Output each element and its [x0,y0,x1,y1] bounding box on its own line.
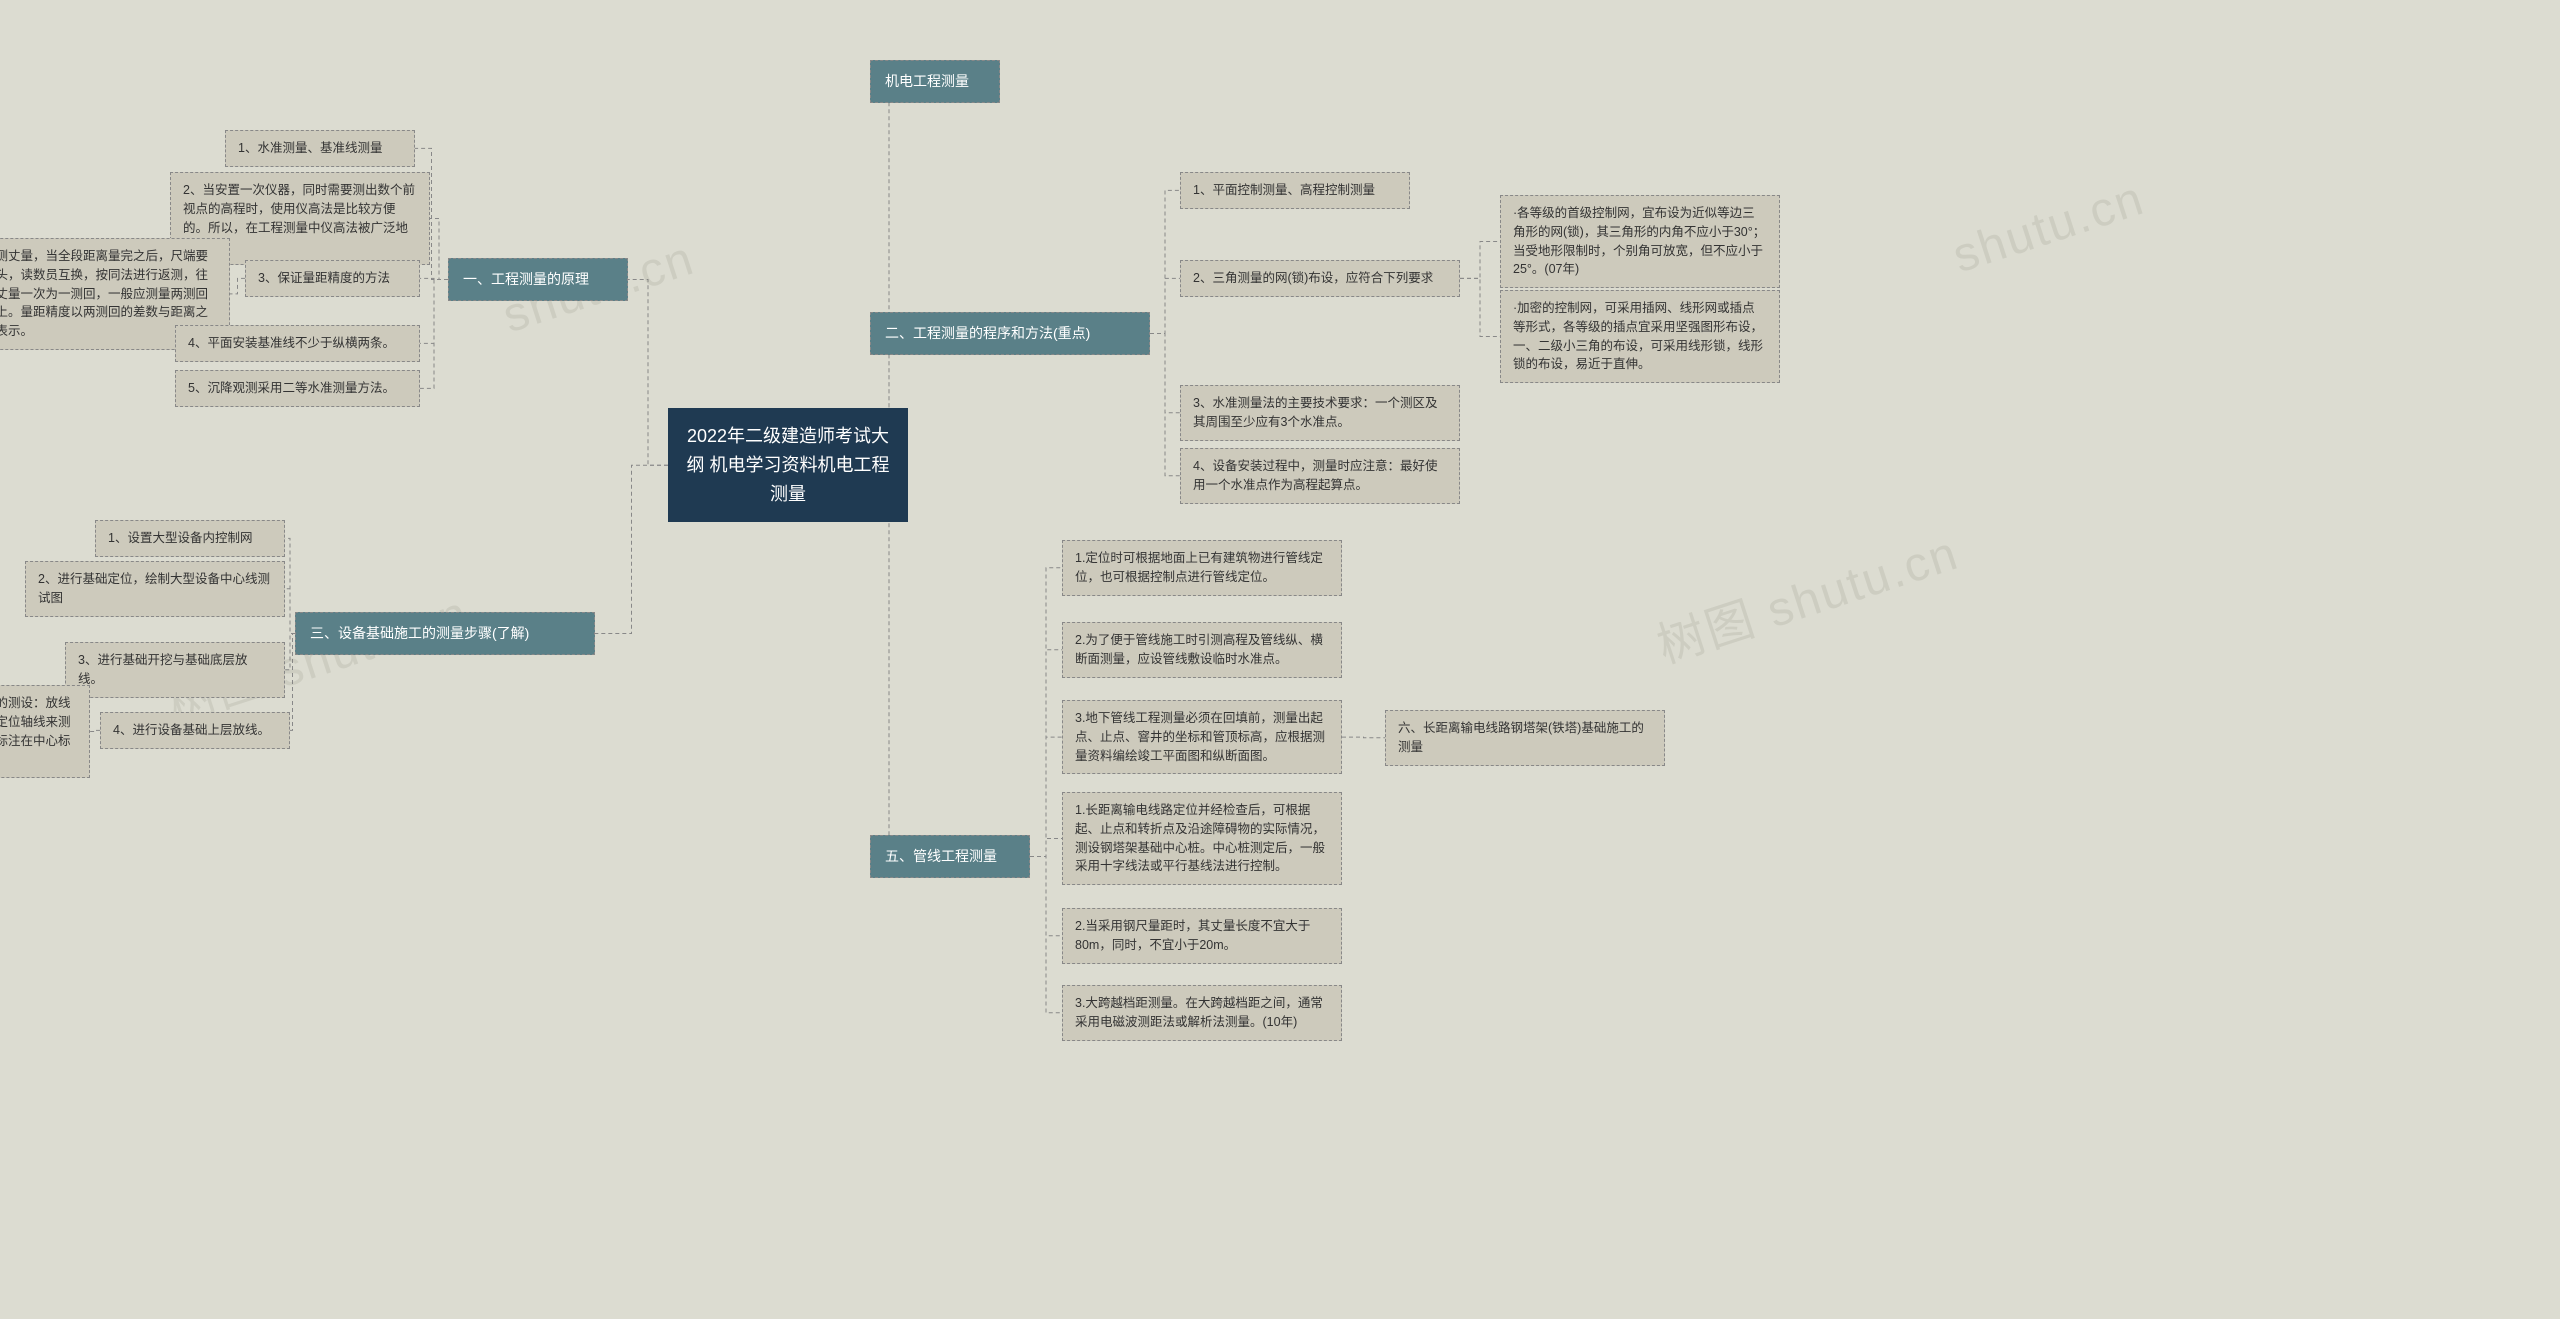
watermark-1: 树图 shutu.cn [1647,513,1966,676]
node-b2_2a: ·各等级的首级控制网，宜布设为近似等边三角形的网(锁)，其三角形的内角不应小于3… [1500,195,1780,288]
node-b1: 一、工程测量的原理 [448,258,628,301]
node-r0: 机电工程测量 [870,60,1000,103]
node-b2_4: 4、设备安装过程中，测量时应注意：最好使用一个水准点作为高程起算点。 [1180,448,1460,504]
node-b2_2: 2、三角测量的网(锁)布设，应符合下列要求 [1180,260,1460,297]
node-b3_1: 1、设置大型设备内控制网 [95,520,285,557]
node-b5_3: 3.地下管线工程测量必须在回填前，测量出起点、止点、窨井的坐标和管顶标高，应根据… [1062,700,1342,774]
node-b1_4: 4、平面安装基准线不少于纵横两条。 [175,325,420,362]
node-b5_2: 2.为了便于管线施工时引测高程及管线纵、横断面测量，应设管线敷设临时水准点。 [1062,622,1342,678]
node-b5_5: 2.当采用钢尺量距时，其丈量长度不宜大于80m，同时，不宜小于20m。 [1062,908,1342,964]
node-b3_2: 2、进行基础定位，绘制大型设备中心线测试图 [25,561,285,617]
node-b1_1: 1、水准测量、基准线测量 [225,130,415,167]
node-b1_5: 5、沉降观测采用二等水准测量方法。 [175,370,420,407]
node-b2_2b: ·加密的控制网，可采用插网、线形网或插点等形式，各等级的插点宜采用坚强图形布设，… [1500,290,1780,383]
node-b3_4: 4、进行设备基础上层放线。 [100,712,290,749]
node-b3_4d: 四、连续生产设备安装基准线的测设：放线就是根据施工图，按建筑物的定位轴线来测定机… [0,685,90,778]
node-b3: 三、设备基础施工的测量步骤(了解) [295,612,595,655]
node-b3_3: 3、进行基础开挖与基础底层放线。 [65,642,285,698]
node-b5_3d: 六、长距离输电线路钢塔架(铁塔)基础施工的测量 [1385,710,1665,766]
node-b2: 二、工程测量的程序和方法(重点) [870,312,1150,355]
center-node: 2022年二级建造师考试大纲 机电学习资料机电工程测量 [668,408,908,522]
node-b5_4: 1.长距离输电线路定位并经检查后，可根据起、止点和转折点及沿途障碍物的实际情况，… [1062,792,1342,885]
node-b2_1: 1、平面控制测量、高程控制测量 [1180,172,1410,209]
node-b5: 五、管线工程测量 [870,835,1030,878]
node-b2_3: 3、水准测量法的主要技术要求：一个测区及其周围至少应有3个水准点。 [1180,385,1460,441]
node-b5_1: 1.定位时可根据地面上已有建筑物进行管线定位，也可根据控制点进行管线定位。 [1062,540,1342,596]
node-b1_3: 3、保证量距精度的方法 [245,260,420,297]
watermark-3: shutu.cn [1946,171,2151,284]
node-b5_6: 3.大跨越档距测量。在大跨越档距之间，通常采用电磁波测距法或解析法测量。(10年… [1062,985,1342,1041]
